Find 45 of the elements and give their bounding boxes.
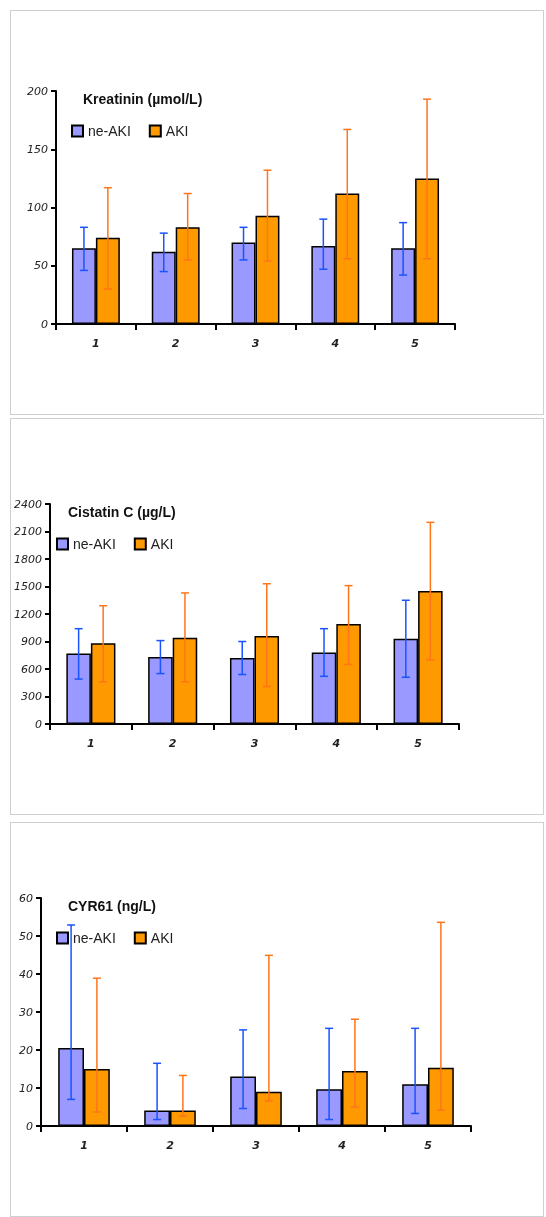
y-tick-label: 10 [19, 1081, 33, 1095]
legend-label: AKI [150, 930, 174, 946]
y-tick-label: 20 [19, 1043, 33, 1057]
x-tick-label: 2 [168, 737, 177, 750]
x-tick-label: 1 [80, 1139, 88, 1152]
x-tick-label: 5 [424, 1139, 433, 1152]
y-tick-label: 900 [20, 635, 42, 648]
y-tick-label: 1800 [13, 552, 42, 566]
x-tick-label: 2 [166, 1139, 175, 1152]
y-tick-label: 600 [20, 662, 42, 676]
y-tick-label: 2100 [13, 525, 42, 538]
legend-label: ne-AKI [73, 930, 116, 946]
x-tick-label: 4 [330, 337, 340, 350]
legend-label: ne-AKI [73, 536, 116, 552]
x-tick-label: 1 [92, 337, 100, 350]
x-tick-label: 2 [171, 337, 180, 350]
legend-label: AKI [165, 123, 189, 139]
y-tick-label: 50 [34, 259, 48, 273]
legend-label: AKI [150, 536, 174, 552]
legend-label: ne-AKI [88, 123, 131, 139]
chart-title: CYR61 (ng/L) [68, 898, 156, 914]
y-tick-label: 0 [34, 717, 42, 731]
y-tick-label: 1200 [13, 607, 42, 621]
y-tick-label: 0 [41, 317, 48, 331]
x-tick-label: 5 [414, 737, 423, 750]
y-tick-label: 200 [27, 84, 48, 98]
y-tick-label: 300 [20, 690, 42, 703]
y-tick-label: 0 [26, 1119, 33, 1133]
chart-title: Kreatinin (µmol/L) [83, 91, 203, 107]
x-tick-label: 4 [337, 1139, 346, 1152]
y-tick-label: 1500 [13, 580, 42, 593]
x-tick-label: 3 [250, 737, 259, 750]
x-tick-label: 4 [331, 737, 341, 750]
y-tick-label: 150 [27, 142, 48, 156]
y-tick-label: 50 [19, 929, 33, 943]
y-tick-label: 2400 [13, 497, 42, 511]
y-tick-label: 40 [19, 967, 33, 981]
chart-title: Cistatin C (µg/L) [68, 504, 176, 520]
x-tick-label: 3 [252, 1139, 261, 1152]
y-tick-label: 100 [27, 201, 48, 214]
y-tick-label: 30 [19, 1005, 33, 1019]
x-tick-label: 5 [411, 337, 420, 350]
x-tick-label: 1 [87, 737, 95, 750]
y-tick-label: 60 [19, 891, 33, 905]
x-tick-label: 3 [251, 337, 260, 350]
